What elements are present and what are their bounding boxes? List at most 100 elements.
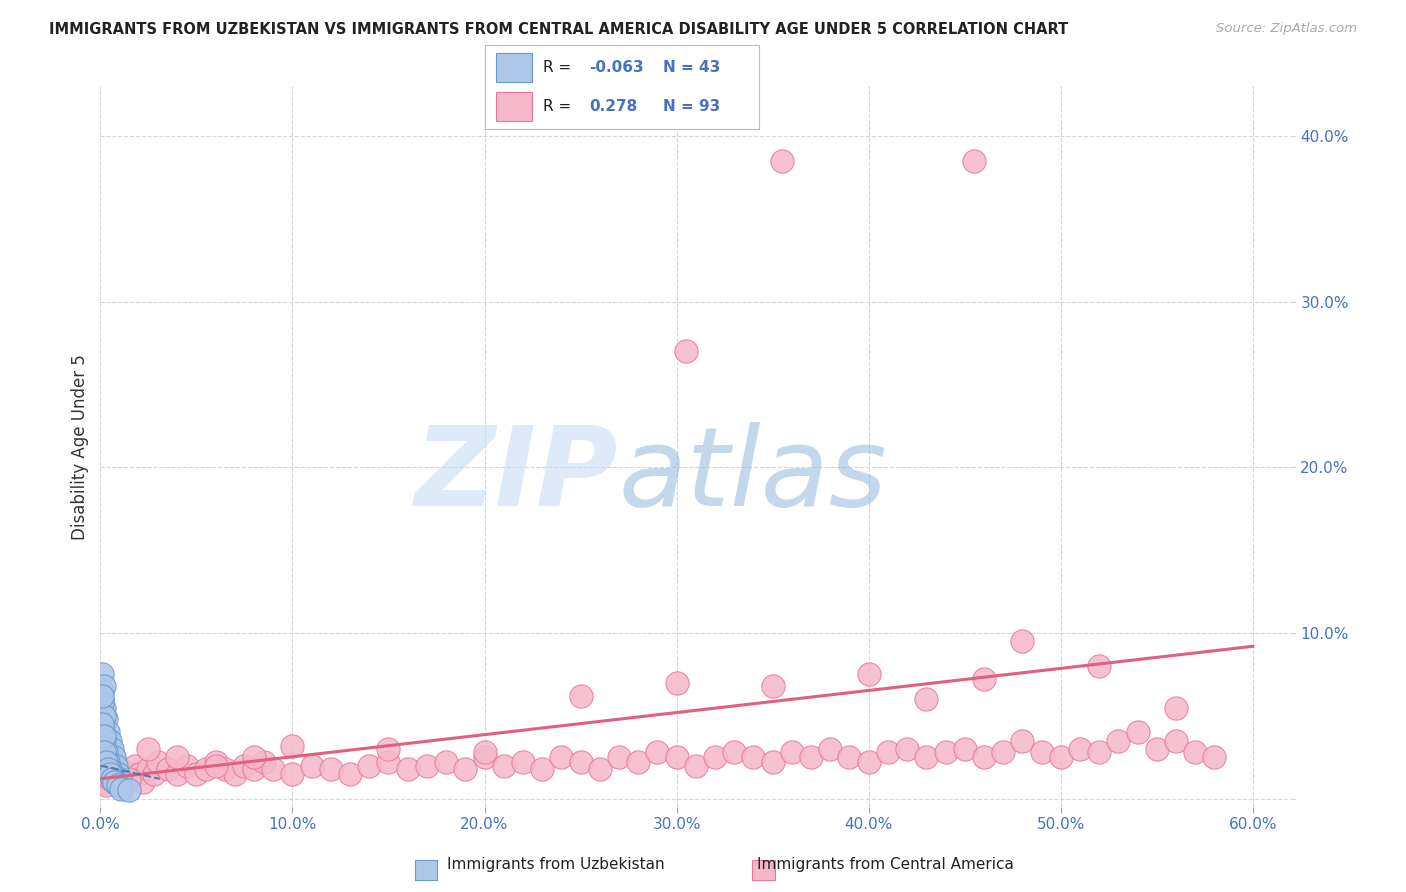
Point: [91, 717, 114, 731]
Point: [93, 745, 115, 759]
Point: [93, 679, 115, 693]
Point: [589, 762, 612, 776]
Point: [93, 700, 115, 714]
Point: [1184, 745, 1206, 759]
Point: [101, 772, 124, 786]
Point: [91, 684, 114, 698]
Point: [474, 745, 496, 759]
Y-axis label: Disability Age Under 5: Disability Age Under 5: [72, 354, 89, 540]
Point: [204, 758, 226, 772]
Text: R =: R =: [543, 60, 576, 75]
Point: [1011, 634, 1033, 648]
Point: [101, 767, 124, 781]
Point: [339, 767, 361, 781]
Point: [233, 758, 256, 772]
Point: [138, 742, 160, 756]
Bar: [496, 54, 531, 82]
Point: [97, 762, 120, 776]
Point: [118, 772, 141, 786]
Text: IMMIGRANTS FROM UZBEKISTAN VS IMMIGRANTS FROM CENTRAL AMERICA DISABILITY AGE UND: IMMIGRANTS FROM UZBEKISTAN VS IMMIGRANTS…: [49, 22, 1069, 37]
Point: [107, 775, 129, 789]
Point: [531, 762, 554, 776]
Point: [91, 709, 114, 723]
Point: [1164, 700, 1187, 714]
Point: [204, 756, 226, 770]
Point: [607, 750, 630, 764]
Point: [762, 756, 785, 770]
Text: atlas: atlas: [619, 422, 887, 529]
Point: [91, 696, 114, 710]
Point: [97, 725, 120, 739]
Point: [935, 745, 957, 759]
Point: [98, 772, 121, 786]
Text: Immigrants from Uzbekistan: Immigrants from Uzbekistan: [447, 857, 664, 872]
Point: [1011, 733, 1033, 747]
Point: [195, 762, 218, 776]
Point: [569, 756, 592, 770]
Point: [124, 758, 146, 772]
Point: [550, 750, 572, 764]
Point: [91, 692, 114, 706]
Point: [107, 779, 129, 793]
Point: [301, 758, 323, 772]
Point: [742, 750, 765, 764]
Point: [281, 739, 304, 753]
Point: [262, 762, 284, 776]
Point: [91, 689, 114, 703]
Point: [319, 762, 342, 776]
Point: [94, 756, 117, 770]
Point: [896, 742, 918, 756]
Point: [101, 742, 124, 756]
Point: [94, 712, 117, 726]
Point: [800, 750, 823, 764]
Point: [93, 733, 115, 747]
Text: R =: R =: [543, 99, 581, 114]
Point: [214, 762, 236, 776]
Point: [224, 767, 246, 781]
Point: [1031, 745, 1053, 759]
Point: [176, 758, 198, 772]
Point: [973, 673, 995, 687]
Point: [627, 756, 650, 770]
Point: [281, 767, 304, 781]
Point: [434, 756, 457, 770]
Point: [1126, 725, 1149, 739]
Point: [359, 758, 381, 772]
Text: Source: ZipAtlas.com: Source: ZipAtlas.com: [1216, 22, 1357, 36]
Point: [1088, 745, 1111, 759]
Point: [1146, 742, 1168, 756]
Point: [103, 750, 125, 764]
Point: [104, 758, 127, 772]
Point: [963, 153, 986, 168]
Text: ZIP: ZIP: [415, 422, 619, 529]
Point: [675, 344, 697, 359]
Point: [780, 745, 803, 759]
Point: [1164, 733, 1187, 747]
Point: [685, 758, 707, 772]
Point: [143, 767, 166, 781]
Point: [93, 775, 115, 789]
Point: [97, 745, 120, 759]
Point: [665, 675, 688, 690]
Point: [103, 772, 125, 786]
Point: [98, 750, 121, 764]
Point: [454, 762, 477, 776]
Point: [128, 767, 150, 781]
Point: [915, 692, 938, 706]
Point: [94, 729, 117, 743]
Text: N = 93: N = 93: [664, 99, 720, 114]
Point: [1107, 733, 1129, 747]
Point: [103, 775, 125, 789]
Text: Immigrants from Central America: Immigrants from Central America: [758, 857, 1014, 872]
Point: [131, 775, 153, 789]
Point: [973, 750, 995, 764]
Point: [138, 762, 160, 776]
Point: [1049, 750, 1071, 764]
Point: [243, 750, 266, 764]
Point: [118, 767, 141, 781]
Point: [93, 709, 115, 723]
Point: [647, 745, 669, 759]
Point: [770, 153, 793, 168]
Point: [94, 750, 117, 764]
Point: [512, 756, 534, 770]
